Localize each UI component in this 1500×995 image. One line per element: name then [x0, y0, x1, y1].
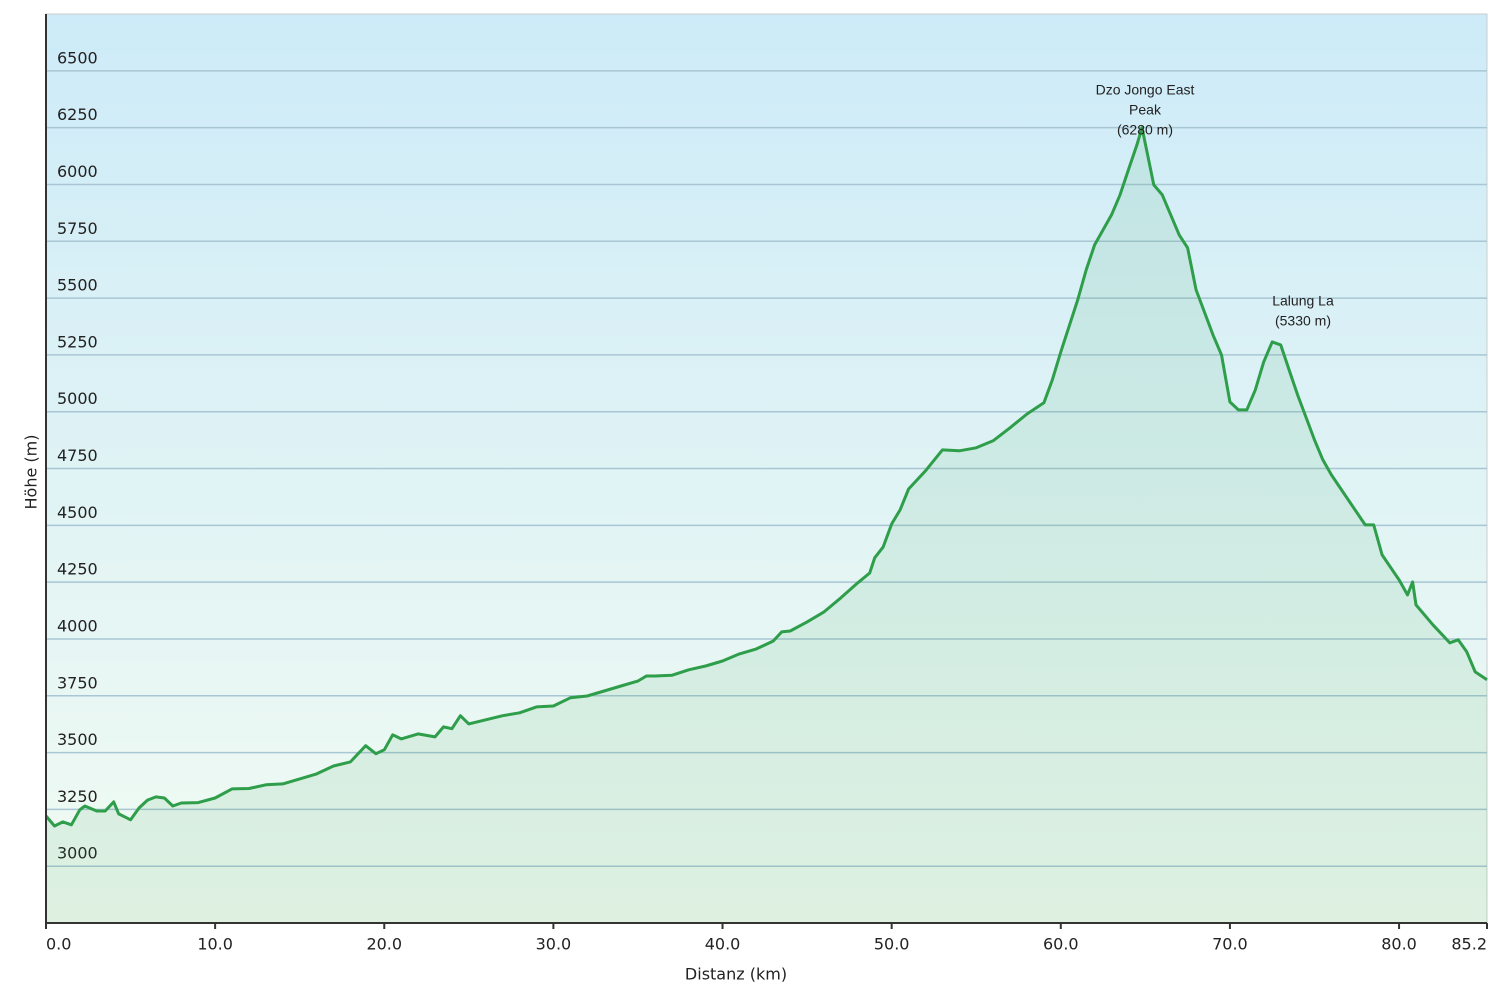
y-tick-label: 4750	[57, 446, 98, 465]
x-tick-label: 40.0	[705, 935, 741, 954]
y-tick-label: 4500	[57, 503, 98, 522]
x-tick-label: 20.0	[366, 935, 402, 954]
peak-annotation: Dzo Jongo East	[1096, 82, 1195, 98]
y-tick-label: 4000	[57, 616, 98, 635]
x-tick-label: 30.0	[536, 935, 572, 954]
y-tick-label: 5250	[57, 332, 98, 351]
area-fill	[46, 127, 1487, 924]
x-tick-label: 70.0	[1212, 935, 1248, 954]
y-tick-label: 5000	[57, 389, 98, 408]
y-tick-label: 3000	[57, 844, 98, 863]
x-axis-label: Distanz (km)	[685, 965, 787, 984]
y-tick-label: 6000	[57, 162, 98, 181]
x-tick-label: 60.0	[1043, 935, 1079, 954]
x-tick-label: 85.2	[1451, 935, 1487, 954]
x-tick-label: 50.0	[874, 935, 910, 954]
x-tick-label: 0.0	[46, 935, 71, 954]
y-tick-label: 6500	[57, 48, 98, 67]
peak-annotation: Peak	[1129, 102, 1162, 118]
y-tick-label: 5500	[57, 276, 98, 295]
peak-annotation: (6280 m)	[1117, 122, 1173, 138]
y-tick-label: 6250	[57, 105, 98, 124]
y-tick-label: 4250	[57, 560, 98, 579]
y-tick-label: 3750	[57, 673, 98, 692]
peak-annotation: (5330 m)	[1275, 313, 1331, 329]
y-tick-label: 3500	[57, 730, 98, 749]
x-tick-label: 10.0	[197, 935, 233, 954]
elevation-line	[44, 126, 1488, 828]
peak-annotation: Lalung La	[1272, 293, 1334, 309]
y-axis-label: Höhe (m)	[22, 435, 41, 510]
y-tick-label: 5750	[57, 219, 98, 238]
x-tick-label: 80.0	[1381, 935, 1417, 954]
y-tick-label: 3250	[57, 787, 98, 806]
